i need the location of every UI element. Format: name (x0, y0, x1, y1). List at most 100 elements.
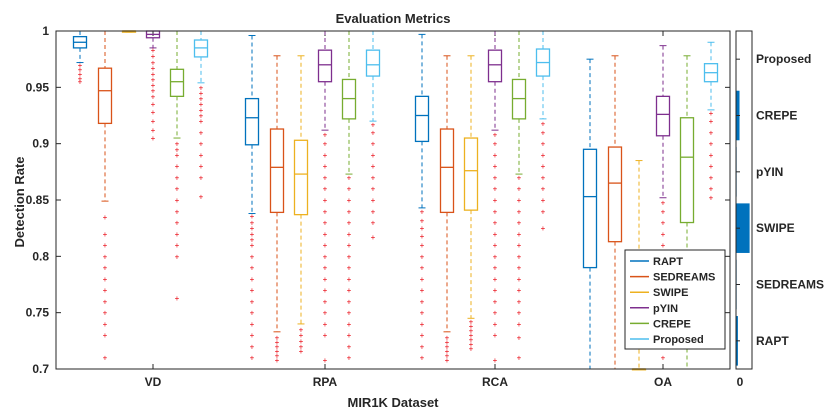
outlier-marker: + (347, 219, 352, 228)
outlier-marker: + (103, 320, 108, 329)
outlier-marker: + (493, 356, 498, 365)
y-tick-label: 0.85 (26, 193, 50, 207)
outlier-marker: + (250, 252, 255, 261)
outlier-marker: + (493, 275, 498, 284)
box (487, 49, 503, 83)
outlier-marker: + (541, 207, 546, 216)
outlier-marker: + (371, 140, 376, 149)
outlier-marker: + (250, 275, 255, 284)
outlier-marker: + (347, 241, 352, 250)
side-label: SEDREAMS (756, 278, 824, 292)
outlier-marker: + (103, 213, 108, 222)
outlier-marker: + (517, 320, 522, 329)
outlier-marker: + (347, 173, 352, 182)
outlier-marker: + (493, 173, 498, 182)
outlier-marker: + (517, 309, 522, 318)
outlier-marker: + (103, 309, 108, 318)
outlier-marker: + (103, 241, 108, 250)
outlier-marker: + (493, 140, 498, 149)
outlier-marker: + (103, 230, 108, 239)
outlier-marker: + (420, 354, 425, 363)
outlier-marker: + (323, 173, 328, 182)
outlier-marker: + (493, 219, 498, 228)
outlier-marker: + (323, 252, 328, 261)
outlier-marker: + (199, 89, 204, 98)
side-label: Proposed (756, 52, 811, 66)
outlier-marker: + (469, 336, 474, 345)
outlier-marker: + (78, 61, 83, 70)
outlier-marker: + (250, 309, 255, 318)
outlier-marker: + (420, 286, 425, 295)
outlier-marker: + (493, 196, 498, 205)
outlier-marker: + (420, 264, 425, 273)
outlier-marker: + (199, 83, 204, 92)
outlier-marker: + (299, 331, 304, 340)
outlier-marker: + (420, 224, 425, 233)
outlier-marker: + (445, 342, 450, 351)
chart-title: Evaluation Metrics (336, 11, 451, 26)
outlier-marker: + (469, 340, 474, 349)
outlier-marker: + (541, 185, 546, 194)
outlier-marker: + (541, 224, 546, 233)
outlier-marker: + (469, 331, 474, 340)
outlier-marker: + (371, 196, 376, 205)
outlier-marker: + (347, 252, 352, 261)
outlier-marker: + (175, 241, 180, 250)
outlier-marker: + (709, 185, 714, 194)
outlier-marker: + (151, 108, 156, 117)
box (244, 97, 260, 146)
outlier-marker: + (199, 128, 204, 137)
outlier-marker: + (517, 241, 522, 250)
outlier-marker: + (323, 131, 328, 140)
outlier-marker: + (517, 264, 522, 273)
outlier-marker: + (175, 207, 180, 216)
outlier-marker: + (709, 194, 714, 203)
y-tick-label: 0.7 (32, 362, 49, 376)
outlier-marker: + (517, 185, 522, 194)
outlier-marker: + (323, 356, 328, 365)
outlier-marker: + (103, 275, 108, 284)
side-bar (736, 203, 750, 253)
outlier-marker: + (103, 331, 108, 340)
outlier-marker: + (371, 185, 376, 194)
outlier-marker: + (250, 297, 255, 306)
outlier-marker: + (371, 233, 376, 242)
outlier-marker: + (493, 320, 498, 329)
outlier-marker: + (541, 119, 546, 128)
outlier-marker: + (323, 331, 328, 340)
outlier-marker: + (541, 173, 546, 182)
outlier-marker: + (445, 347, 450, 356)
outlier-marker: + (250, 219, 255, 228)
outlier-marker: + (661, 354, 666, 363)
outlier-marker: + (323, 196, 328, 205)
outlier-marker: + (299, 342, 304, 351)
outlier-marker: + (347, 320, 352, 329)
outlier-marker: + (175, 185, 180, 194)
outlier-marker: + (103, 252, 108, 261)
legend-label: Proposed (653, 334, 704, 346)
outlier-marker: + (420, 216, 425, 225)
outlier-marker: + (420, 275, 425, 284)
outlier-marker: + (347, 196, 352, 205)
outlier-marker: + (103, 286, 108, 295)
outlier-marker: + (347, 185, 352, 194)
outlier-marker: + (250, 235, 255, 244)
outlier-marker: + (78, 70, 83, 79)
outlier-marker: + (275, 333, 280, 342)
outlier-marker: + (493, 162, 498, 171)
outlier-marker: + (709, 173, 714, 182)
outlier-marker: + (420, 342, 425, 351)
outlier-marker: + (420, 232, 425, 241)
box (463, 137, 479, 211)
outlier-marker: + (175, 173, 180, 182)
outlier-marker: + (347, 286, 352, 295)
outlier-marker: + (323, 320, 328, 329)
side-x-tick-label: 0 (737, 375, 744, 389)
outlier-marker: + (517, 196, 522, 205)
outlier-marker: + (175, 230, 180, 239)
box (317, 49, 333, 83)
outlier-marker: + (175, 140, 180, 149)
outlier-marker: + (151, 81, 156, 90)
outlier-marker: + (275, 338, 280, 347)
outlier-marker: + (299, 347, 304, 356)
